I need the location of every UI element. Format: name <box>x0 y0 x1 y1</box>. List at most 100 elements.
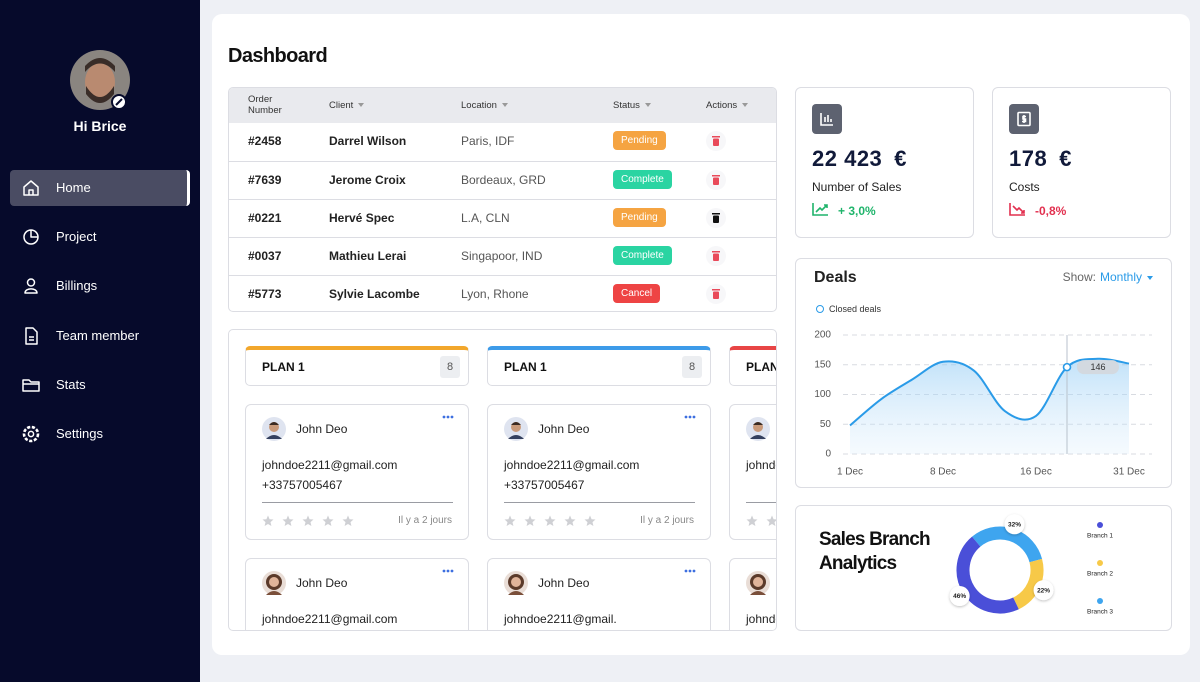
delete-button[interactable] <box>706 284 726 304</box>
table-row: #0221 Hervé Spec L.A, CLN Pending <box>229 199 776 237</box>
order-number: #0221 <box>248 211 282 225</box>
rating-stars-shape <box>564 515 576 526</box>
card-avatar <box>504 417 528 441</box>
delete-button[interactable] <box>706 131 726 151</box>
stat-card: 178 € Costs -0,8% <box>992 87 1171 238</box>
nav-icon-shape <box>24 288 38 295</box>
status-badge: Cancel <box>613 284 661 303</box>
period-value[interactable]: Monthly <box>1099 270 1142 284</box>
card-time: Il y a 2 jours <box>398 515 452 526</box>
nav-label: Home <box>56 180 91 195</box>
deals-card: Deals Show: Monthly Closed deals <box>795 258 1172 488</box>
card-menu-shape <box>442 415 446 419</box>
card-menu-shape <box>688 415 692 419</box>
rating-stars <box>262 515 354 526</box>
sidebar <box>0 0 200 682</box>
nav-icon-shape <box>28 189 34 195</box>
column-header: PLAN 1 8 <box>245 346 469 386</box>
nav-item[interactable]: Project <box>10 219 190 255</box>
trend-icon-shape <box>815 204 828 213</box>
card-avatar-shape <box>511 577 521 587</box>
trash-icon-shape <box>712 175 720 177</box>
trend-icon-shape <box>1012 205 1025 214</box>
rating-stars-shape <box>282 515 294 526</box>
trash-icon-shape <box>712 213 720 215</box>
card-phone: +33757005467 <box>262 478 343 492</box>
rating-stars-shape <box>262 515 274 526</box>
column-title: PLAN <box>746 360 777 374</box>
card-avatar <box>746 417 770 441</box>
delete-button[interactable] <box>706 246 726 266</box>
column-count: 8 <box>440 356 460 378</box>
nav-icon-shape <box>29 335 34 341</box>
trash-icon <box>712 136 720 146</box>
stat-currency: € <box>894 146 908 171</box>
card-name: John Deo <box>538 576 590 590</box>
card-menu-shape <box>446 569 450 573</box>
rating-stars <box>504 515 596 526</box>
rating-stars-shape <box>766 515 776 526</box>
card-avatar-shape <box>508 435 524 439</box>
card-email: johndoe2211@gmail.com <box>746 612 776 626</box>
column-header[interactable]: Actions <box>706 88 748 123</box>
card-menu <box>442 569 454 573</box>
nav-item[interactable]: Stats <box>10 367 190 403</box>
table-row: #7639 Jerome Croix Bordeaux, GRD Complete <box>229 161 776 199</box>
column-header[interactable]: Client <box>329 88 364 123</box>
status-badge: Pending <box>613 208 666 227</box>
trash-icon-shape <box>713 253 719 261</box>
table-header: Order Number Client Location Status Actions <box>229 88 776 123</box>
card-menu-shape <box>684 415 688 419</box>
client-name: Hervé Spec <box>329 211 395 225</box>
trash-icon <box>712 289 720 299</box>
client-location: Singapoor, IND <box>461 249 543 263</box>
client-name: Darrel Wilson <box>329 134 407 148</box>
nav-label: Project <box>56 229 97 245</box>
card-divider <box>504 502 695 503</box>
card-avatar-shape <box>266 591 282 595</box>
stat-change: -0,8% <box>1035 204 1067 218</box>
contact-card[interactable]: John Deo johndoe2211@gmail.com +3375700546… <box>487 404 711 540</box>
nav-icon <box>23 229 39 245</box>
card-menu-shape <box>684 569 688 573</box>
client-name: Sylvie Lacombe <box>329 287 420 301</box>
card-avatar-shape <box>269 577 279 587</box>
delete-button[interactable] <box>706 208 726 228</box>
contact-card[interactable]: johndoe2211@gmail.com <box>729 404 776 540</box>
period-select[interactable]: Show: Monthly <box>1063 270 1153 284</box>
trend-icon-shape <box>1009 203 1025 216</box>
nav-item[interactable]: Home <box>10 170 190 206</box>
card-time: Il y a 2 jours <box>640 515 694 526</box>
nav-icon <box>22 379 40 392</box>
trash-icon <box>712 251 720 261</box>
card-avatar-shape <box>508 591 524 595</box>
card-avatar <box>262 417 286 441</box>
nav-icon <box>24 278 38 295</box>
stat-glyph <box>820 113 833 126</box>
card-email: johndoe2211@gmail.com <box>504 458 640 472</box>
stat-number: 22 423 <box>812 146 883 171</box>
trash-icon-shape <box>712 136 720 138</box>
column-count: 8 <box>682 356 702 378</box>
order-number: #0037 <box>248 249 282 263</box>
nav-item[interactable]: Billings <box>10 268 190 304</box>
client-location: Lyon, Rhone <box>461 287 529 301</box>
contact-card[interactable]: John Deo johndoe2211@gmail. <box>487 558 711 630</box>
stat-change: + 3,0% <box>838 204 876 218</box>
client-location: Bordeaux, GRD <box>461 173 546 187</box>
delete-button[interactable] <box>706 170 726 190</box>
column-header[interactable]: Status <box>613 88 651 123</box>
contact-card[interactable]: John Deo johndoe2211@gmail.com +3375700546… <box>245 404 469 540</box>
contact-card[interactable]: johndoe2211@gmail.com <box>729 558 776 630</box>
column-header[interactable]: Location <box>461 88 508 123</box>
contact-card[interactable]: John Deo johndoe2211@gmail.com <box>245 558 469 630</box>
nav-icon-shape <box>22 425 40 443</box>
table-row: #2458 Darrel Wilson Paris, IDF Pending <box>229 123 776 161</box>
card-phone: +33757005467 <box>504 478 585 492</box>
nav-item[interactable]: Team member <box>10 318 190 354</box>
nav-label: Billings <box>56 278 98 294</box>
nav-item[interactable]: Settings <box>10 416 190 452</box>
card-menu-shape <box>446 415 450 419</box>
order-number: #5773 <box>248 287 282 301</box>
card-email: johndoe2211@gmail.com <box>262 612 398 626</box>
